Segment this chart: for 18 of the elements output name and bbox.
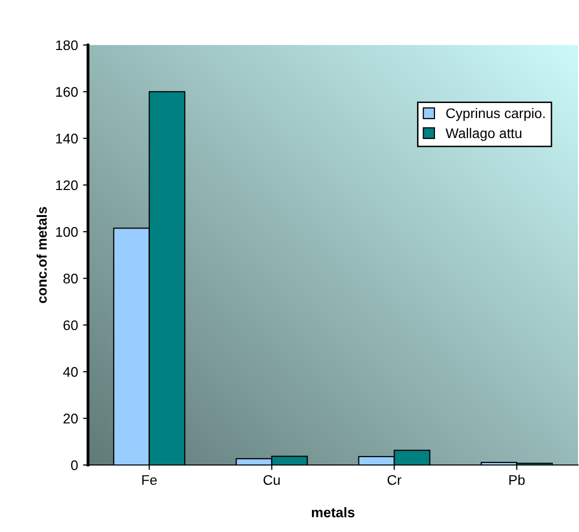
y-tick-label: 160	[56, 87, 78, 97]
y-tick-label: 80	[63, 274, 78, 284]
legend-label: Cyprinus carpio.	[446, 108, 545, 121]
y-tick-label: 120	[56, 180, 78, 190]
y-tick-label: 180	[56, 40, 78, 50]
x-axis-title: metals	[312, 507, 354, 518]
y-axis-title: conc.of metals	[36, 206, 47, 304]
legend-label: Wallago attu	[446, 128, 522, 141]
y-tick-label: 0	[71, 460, 78, 470]
y-tick-label: 100	[56, 227, 78, 237]
x-tick-label: Pb	[509, 474, 525, 485]
y-tick-label: 140	[56, 134, 78, 144]
x-tick-label: Cu	[264, 475, 280, 485]
x-tick-label: Cr	[388, 475, 402, 485]
y-tick-label: 20	[64, 414, 78, 424]
x-tick-label: Fe	[142, 475, 157, 485]
y-tick-label: 60	[64, 320, 78, 330]
y-tick-label: 40	[63, 367, 78, 377]
